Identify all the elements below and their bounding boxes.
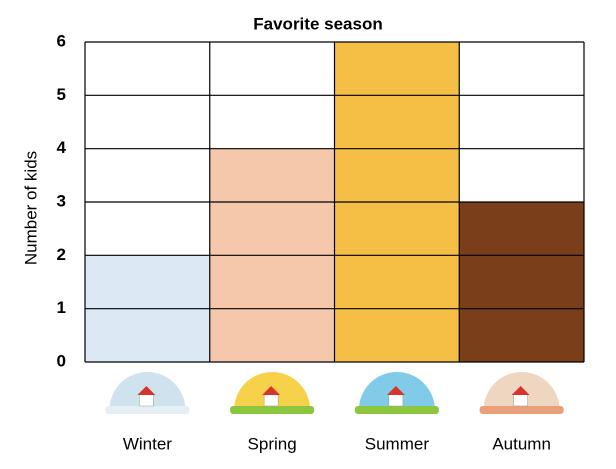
y-tick-label: 0 — [57, 351, 66, 370]
season-icon — [479, 372, 564, 414]
y-tick-label: 2 — [57, 245, 66, 264]
y-tick-label: 6 — [57, 31, 66, 50]
season-icon — [105, 372, 190, 414]
icon-roof — [511, 386, 530, 395]
icon-house — [388, 393, 404, 407]
x-tick-label: Spring — [248, 434, 297, 453]
icon-roof — [137, 386, 156, 395]
season-icon — [354, 372, 439, 414]
icon-ground — [105, 406, 190, 414]
season-icon — [230, 372, 315, 414]
x-tick-label: Autumn — [492, 434, 551, 453]
icon-ground — [230, 406, 315, 414]
icon-ground — [479, 406, 564, 414]
y-tick-label: 1 — [57, 298, 66, 317]
icon-house — [139, 393, 154, 407]
y-axis-label: Number of kids — [21, 151, 40, 265]
y-tick-label: 4 — [57, 138, 67, 157]
chart-title: Favorite season — [253, 14, 382, 33]
icon-house — [263, 393, 279, 407]
bar — [459, 202, 584, 362]
icon-house — [513, 393, 528, 407]
x-tick-label: Summer — [365, 434, 430, 453]
y-tick-label: 3 — [57, 191, 66, 210]
icon-ground — [354, 406, 439, 414]
x-tick-label: Winter — [123, 434, 172, 453]
y-tick-label: 5 — [57, 85, 66, 104]
icon-roof — [262, 386, 281, 395]
icon-roof — [386, 386, 405, 395]
